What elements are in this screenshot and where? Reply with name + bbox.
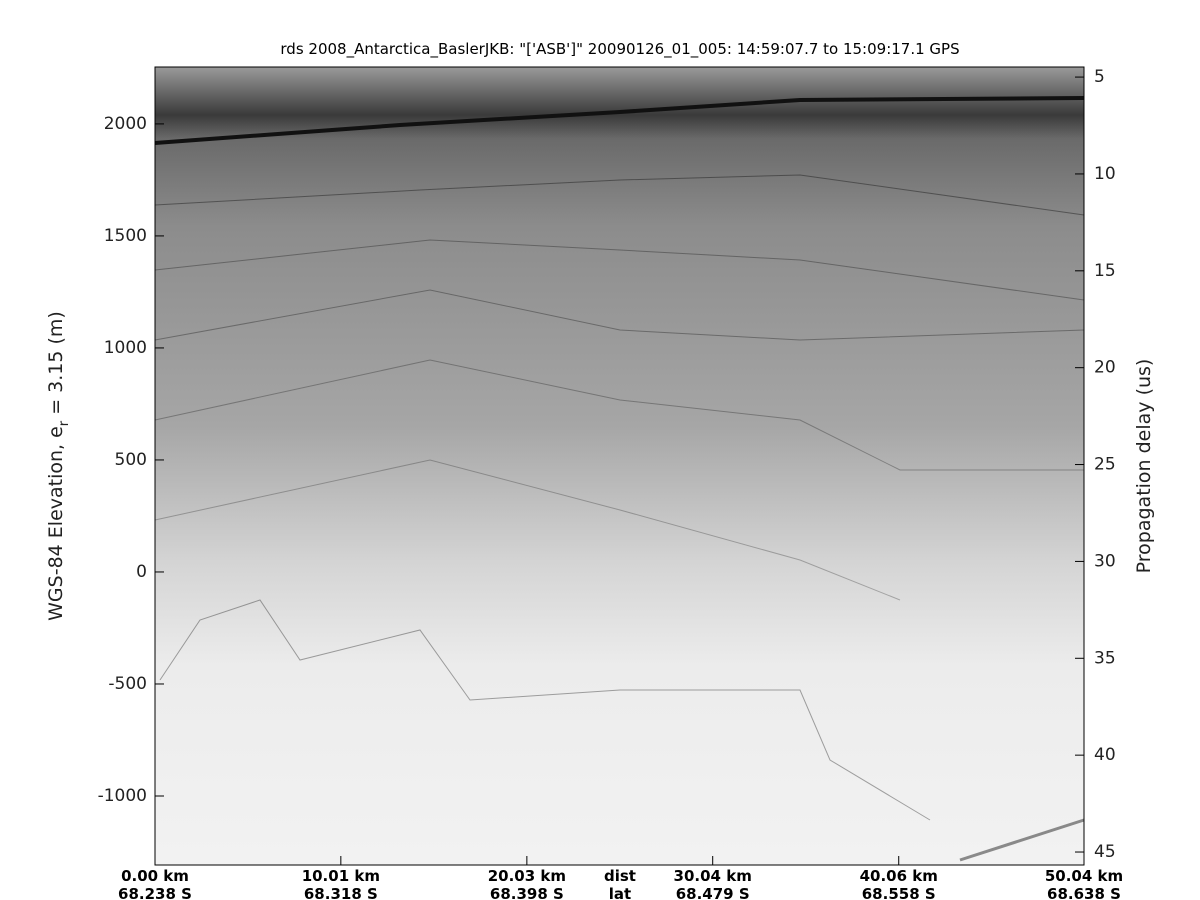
y-tick-label: 0 — [136, 562, 147, 582]
lat-tick-label: 68.398 S — [490, 885, 564, 900]
y-tick-label: 1000 — [104, 338, 147, 358]
y2-tick-label: 45 — [1094, 842, 1116, 862]
radar-layers — [154, 96, 1085, 862]
x-tick-label: 20.03 km — [488, 867, 566, 885]
y2-tick-label: 40 — [1094, 745, 1116, 765]
y-axis-label: WGS-84 Elevation, er = 3.15 (m) — [45, 311, 72, 621]
y2-tick-label: 25 — [1094, 455, 1116, 475]
y-tick-label: -500 — [108, 674, 147, 694]
y-tick-label: -1000 — [98, 786, 147, 806]
x-tick-label: 10.01 km — [302, 867, 380, 885]
y2-tick-label: 30 — [1094, 551, 1116, 571]
x-tick-label: 30.04 km — [674, 867, 752, 885]
y-label-main: WGS-84 Elevation, e — [45, 426, 67, 621]
y2-axis-label: Propagation delay (us) — [1133, 359, 1155, 574]
lat-tick-label: 68.238 S — [118, 885, 192, 900]
y-tick-label: 500 — [115, 450, 147, 470]
x-tick-label: 0.00 km — [121, 867, 189, 885]
y-tick-label: 2000 — [104, 114, 147, 134]
y2-tick-label: 15 — [1094, 261, 1116, 281]
lat-tick-label: 68.638 S — [1047, 885, 1121, 900]
x-axis-label: dist — [604, 867, 636, 885]
y2-tick-label: 10 — [1094, 164, 1116, 184]
chart-title: rds 2008_Antarctica_BaslerJKB: "['ASB']"… — [280, 40, 959, 59]
lat-tick-label: 68.479 S — [676, 885, 750, 900]
lat-tick-label: 68.318 S — [304, 885, 378, 900]
x-tick-label: 40.06 km — [860, 867, 938, 885]
plot-frame — [154, 66, 1085, 866]
y-label-end: = 3.15 (m) — [45, 311, 67, 421]
x2-axis-label: lat — [609, 885, 631, 900]
lat-tick-label: 68.558 S — [862, 885, 936, 900]
y2-tick-label: 5 — [1094, 67, 1105, 87]
x-tick-label: 50.04 km — [1045, 867, 1123, 885]
radar-image — [155, 67, 1084, 865]
y-label-sub: r — [57, 420, 72, 426]
y2-tick-label: 35 — [1094, 648, 1116, 668]
y2-tick-label: 20 — [1094, 358, 1116, 378]
y-tick-label: 1500 — [104, 226, 147, 246]
